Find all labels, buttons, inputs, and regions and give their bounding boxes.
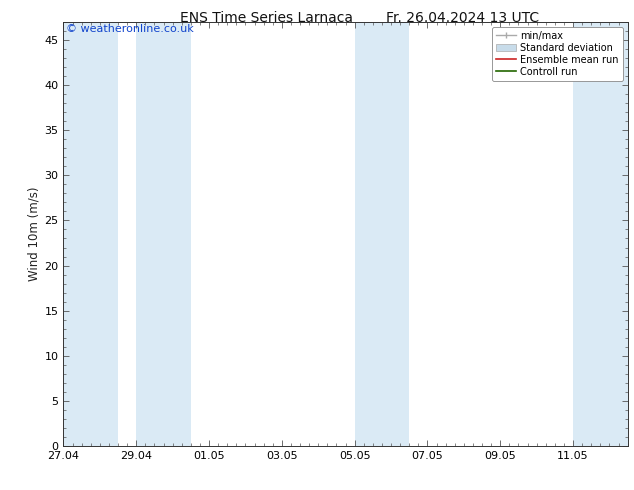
Bar	[63, 22, 118, 446]
Bar	[573, 22, 628, 446]
Bar	[136, 22, 191, 446]
Bar	[354, 22, 409, 446]
Text: Fr. 26.04.2024 13 UTC: Fr. 26.04.2024 13 UTC	[386, 11, 540, 25]
Text: © weatheronline.co.uk: © weatheronline.co.uk	[66, 24, 194, 34]
Legend: min/max, Standard deviation, Ensemble mean run, Controll run: min/max, Standard deviation, Ensemble me…	[492, 27, 623, 80]
Text: ENS Time Series Larnaca: ENS Time Series Larnaca	[180, 11, 353, 25]
Y-axis label: Wind 10m (m/s): Wind 10m (m/s)	[27, 187, 40, 281]
